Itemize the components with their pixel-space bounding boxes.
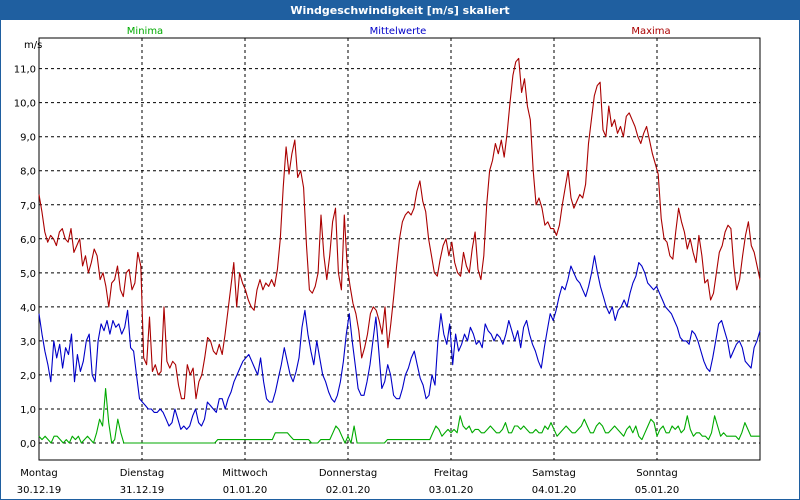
y-tick-label: 1,0 xyxy=(20,405,36,416)
x-tick-date: 01.01.20 xyxy=(223,485,268,496)
x-tick-weekday: Samstag xyxy=(532,468,576,479)
x-tick-date: 05.01.20 xyxy=(635,485,680,496)
y-tick-label: 11,0 xyxy=(14,65,36,76)
legend-mittelwerte: Mittelwerte xyxy=(370,26,427,37)
series-line-minima xyxy=(38,387,760,444)
x-tick-date: 04.01.20 xyxy=(532,485,577,496)
y-tick-label: 3,0 xyxy=(20,337,36,348)
x-tick-date: 31.12.19 xyxy=(120,485,165,496)
series-line-maxima xyxy=(38,57,761,400)
x-tick-weekday: Mittwoch xyxy=(222,468,267,479)
y-axis-unit: m/s xyxy=(24,40,42,51)
y-tick-label: 6,0 xyxy=(20,235,36,246)
y-tick-label: 10,0 xyxy=(14,99,36,110)
plot-border xyxy=(38,37,761,461)
x-tick-date: 30.12.19 xyxy=(17,485,62,496)
x-tick-date: 02.01.20 xyxy=(326,485,371,496)
y-tick-label: 9,0 xyxy=(20,133,36,144)
y-tick-label: 4,0 xyxy=(20,303,36,314)
x-tick-weekday: Donnerstag xyxy=(319,468,377,479)
x-tick-date: 03.01.20 xyxy=(429,485,474,496)
y-tick-label: 8,0 xyxy=(20,167,36,178)
y-tick-label: 5,0 xyxy=(20,269,36,280)
legend-maxima: Maxima xyxy=(631,26,670,37)
x-tick-weekday: Dienstag xyxy=(120,468,165,479)
x-tick-weekday: Freitag xyxy=(434,468,468,479)
x-tick-weekday: Sonntag xyxy=(636,468,678,479)
series-line-mittelwerte xyxy=(38,255,761,430)
legend-minima: Minima xyxy=(127,26,163,37)
x-tick-weekday: Montag xyxy=(20,468,57,479)
y-tick-label: 2,0 xyxy=(20,371,36,382)
chart-title: Windgeschwindigkeit [m/s] skaliert xyxy=(1,1,799,20)
y-tick-label: 0,0 xyxy=(20,439,36,450)
y-tick-label: 7,0 xyxy=(20,201,36,212)
